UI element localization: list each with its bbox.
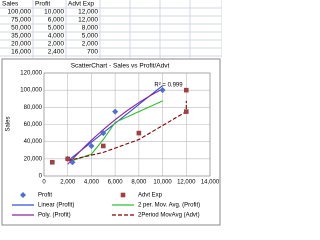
point — [136, 130, 142, 136]
cell: 5,000 — [48, 25, 65, 32]
cell: 4,000 — [48, 33, 65, 40]
cell: 2,000 — [48, 41, 65, 48]
trendline — [67, 100, 187, 162]
cell: 12,000 — [78, 17, 98, 24]
point — [120, 192, 126, 198]
x-tick-label: 10,000 — [153, 180, 172, 186]
point — [183, 87, 189, 93]
point — [112, 108, 119, 115]
trendline — [67, 88, 163, 165]
point — [88, 142, 95, 149]
point — [65, 156, 71, 162]
point — [159, 87, 166, 94]
y-tick-label: 60,000 — [24, 122, 43, 128]
screenshot: Sales Profit Advt Exp 100,000 10,000 12,000 75… — [0, 0, 222, 227]
x-tick-label: 0 — [42, 180, 46, 186]
spreadsheet: Sales Profit Advt Exp 100,000 10,000 12,000 75… — [0, 0, 222, 58]
y-tick-label: 120,000 — [20, 71, 42, 77]
cell: 35,000 — [11, 33, 31, 40]
y-axis-label: Sales — [6, 116, 12, 131]
cell: 10,000 — [44, 9, 64, 16]
cell: 75,000 — [11, 17, 31, 24]
chart-title: ScatterChart - Sales vs Profit/Advt — [71, 63, 170, 70]
cell: 8,000 — [82, 25, 99, 32]
legend-label: Poly. (Profit) — [38, 213, 71, 219]
x-tick-label: 2,000 — [60, 180, 76, 186]
annotation: R² = 0.999 — [154, 83, 183, 89]
header-cell: Profit — [35, 1, 50, 8]
cell: 2,000 — [82, 41, 99, 48]
legend-label: Profit — [38, 193, 52, 199]
plot: 0 20,000 40,000 60,000 80,000 100,000 120,000 0… — [12, 71, 220, 219]
x-tick-label: 14,000 — [201, 180, 220, 186]
cell: 100,000 — [8, 9, 32, 16]
cell: 16,000 — [11, 49, 31, 56]
cell: 6,000 — [48, 17, 65, 24]
cell: 50,000 — [11, 25, 31, 32]
y-tick-label: 40,000 — [24, 139, 43, 145]
cell: 12,000 — [78, 9, 98, 16]
point — [50, 159, 55, 165]
legend-label: Advt Exp — [138, 193, 163, 199]
point — [69, 159, 76, 166]
cell: 2,400 — [48, 49, 65, 56]
cell: 700 — [87, 49, 98, 56]
cell: 20,000 — [11, 41, 31, 48]
point — [20, 192, 26, 198]
cell: 5,000 — [82, 33, 99, 40]
x-tick-label: 8,000 — [131, 180, 147, 186]
legend-label: Linear (Profit) — [38, 203, 74, 209]
legend-label: 2 per. Mov. Avg. (Profit) — [138, 203, 200, 209]
y-tick-label: 20,000 — [24, 156, 43, 162]
plot-border — [43, 72, 211, 177]
legend-label: 2Period MovAvg (Advt) — [138, 213, 200, 219]
point — [183, 109, 189, 114]
y-tick-label: 80,000 — [24, 105, 43, 111]
point — [100, 130, 107, 137]
x-tick-label: 4,000 — [84, 180, 100, 186]
chart-frame — [1, 58, 221, 226]
y-tick-label: 100,000 — [20, 88, 42, 94]
x-tick-label: 6,000 — [108, 180, 124, 186]
point — [100, 143, 106, 149]
y-tick-label: 0 — [39, 174, 43, 180]
x-tick-label: 12,000 — [177, 180, 196, 186]
header-cell: Sales — [2, 1, 19, 8]
header-cell: Advt Exp — [68, 1, 94, 8]
trendline — [72, 100, 163, 162]
